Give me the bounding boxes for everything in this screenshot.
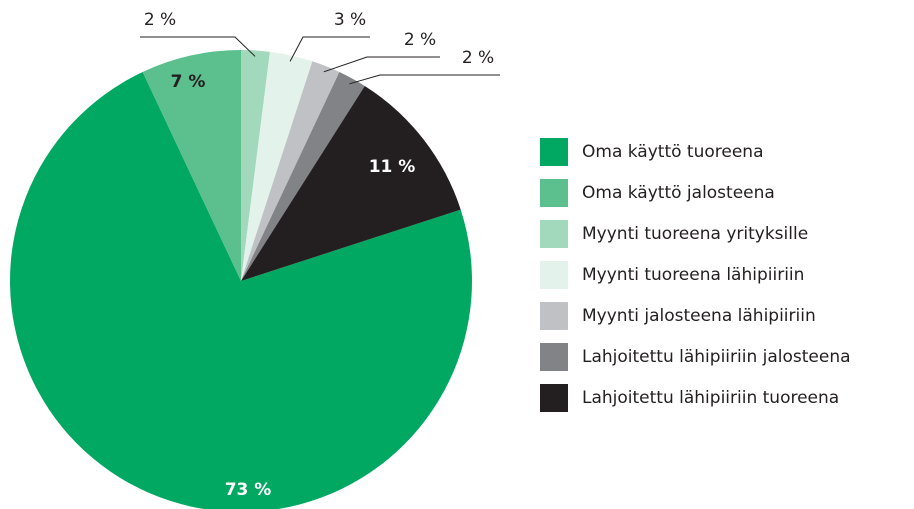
pie-slice: [10, 71, 472, 509]
leader-line: [289, 36, 370, 62]
legend-swatch: [540, 261, 568, 289]
legend-swatch: [540, 138, 568, 166]
legend-swatch: [540, 384, 568, 412]
pie-slice: [241, 61, 340, 282]
legend-label: Lahjoitettu lähipiiriin jalosteena: [582, 347, 851, 367]
legend-label: Oma käyttö tuoreena: [582, 142, 764, 162]
leader-line: [140, 36, 256, 57]
slice-label: 2 %: [462, 48, 494, 68]
legend-label: Lahjoitettu lähipiiriin tuoreena: [582, 388, 839, 408]
legend-swatch: [540, 179, 568, 207]
leader-line: [323, 56, 440, 73]
pie-slice: [241, 51, 313, 281]
legend-label: Oma käyttö jalosteena: [582, 183, 775, 203]
legend-swatch: [540, 302, 568, 330]
leader-line: [349, 74, 500, 85]
slice-label: 2 %: [144, 10, 176, 30]
pie-slice: [142, 50, 241, 281]
pie-slice: [241, 71, 365, 281]
slice-label: 7 %: [171, 72, 206, 92]
legend-label: Myynti tuoreena yrityksille: [582, 224, 808, 244]
slice-label: 73 %: [225, 480, 272, 500]
slice-label: 11 %: [369, 157, 416, 177]
slice-label: 2 %: [404, 30, 436, 50]
legend-swatch: [540, 343, 568, 371]
legend-label: Myynti jalosteena lähipiiriin: [582, 306, 816, 326]
slice-label: 3 %: [334, 10, 366, 30]
legend-label: Myynti tuoreena lähipiiriin: [582, 265, 804, 285]
pie-slice: [241, 50, 270, 281]
pie-slice: [241, 85, 461, 281]
legend-swatch: [540, 220, 568, 248]
